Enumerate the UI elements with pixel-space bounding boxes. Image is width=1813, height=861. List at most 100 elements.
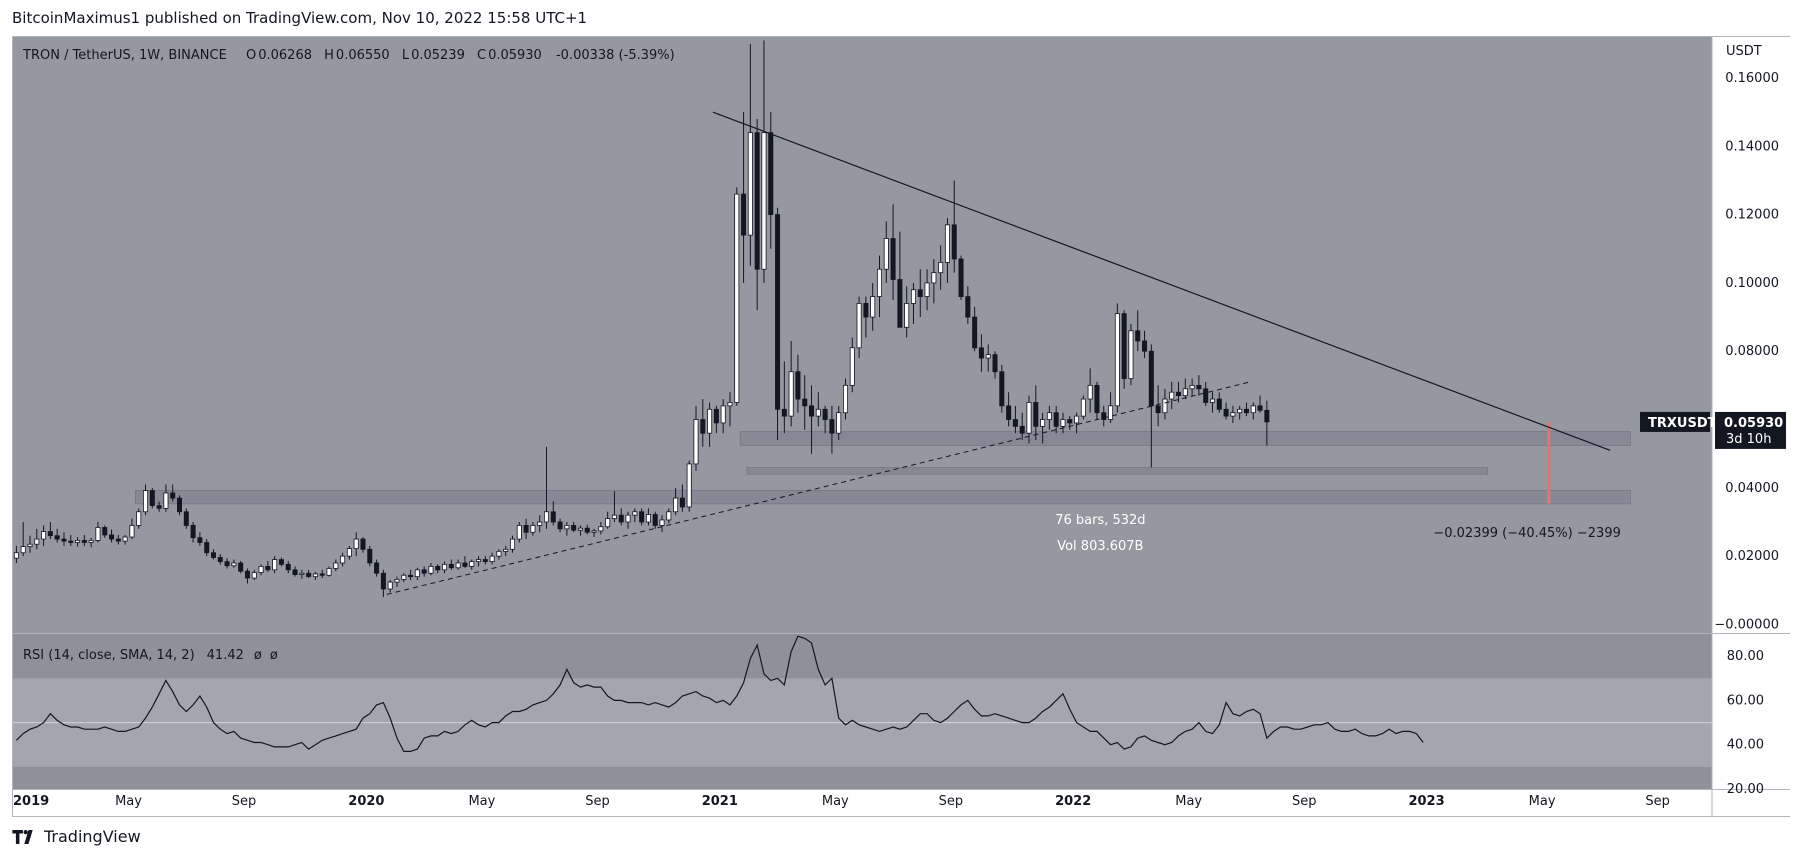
candle-body: [1148, 350, 1154, 407]
candle-body: [775, 214, 781, 410]
candle-body: [1162, 398, 1168, 414]
candle-body: [455, 562, 461, 569]
candle-body: [577, 527, 583, 531]
candle-body: [1243, 408, 1249, 414]
candle-body: [876, 268, 882, 297]
candle-body: [312, 573, 318, 578]
candle-body: [462, 562, 468, 567]
measure-change-text: −0.02399 (−40.45%) −2399: [1433, 526, 1621, 541]
time-tick-label: 2022: [1055, 794, 1091, 809]
time-tick-label: Sep: [1645, 794, 1670, 809]
candle-body: [1026, 402, 1032, 434]
candle-body: [102, 527, 108, 536]
time-tick-label: 2023: [1408, 794, 1444, 809]
rsi-legend: RSI (14, close, SMA, 14, 2) 41.42 ø ø: [23, 648, 278, 663]
candle-body: [1060, 419, 1066, 427]
candle-body: [272, 559, 278, 571]
candle-body: [1074, 415, 1080, 424]
candle-body: [299, 572, 305, 575]
candle-body: [625, 514, 631, 523]
candle-body: [713, 408, 719, 424]
candle-body: [557, 521, 563, 530]
candle-body: [163, 492, 169, 509]
candle-body: [652, 514, 658, 526]
symbol-line: TRON / TetherUS, 1W, BINANCE: [22, 48, 227, 63]
candle-body: [1182, 388, 1188, 397]
candle-body: [1046, 412, 1052, 420]
candle-body: [353, 538, 359, 550]
price-tick-label: 0.12000: [1725, 208, 1779, 223]
candle-body: [931, 272, 937, 284]
candle-body: [1169, 391, 1175, 400]
candle-body: [489, 555, 495, 563]
candle-body: [1135, 330, 1141, 342]
candle-body: [972, 316, 978, 349]
candle-body: [673, 497, 679, 513]
candle-body: [639, 511, 645, 523]
publisher-line: BitcoinMaximus1 published on TradingView…: [12, 9, 588, 27]
candle-body: [904, 303, 910, 328]
candle-body: [1040, 419, 1046, 427]
price-tick-label: −0.00000: [1714, 617, 1779, 632]
candle-body: [68, 540, 74, 543]
candle-body: [788, 371, 794, 417]
candle-body: [1006, 405, 1012, 420]
candle-body: [170, 492, 176, 499]
support-zone-2: [135, 489, 1631, 505]
candle-body: [1230, 412, 1236, 417]
candle-body: [34, 538, 40, 545]
candle-body: [496, 550, 502, 557]
candle-body: [781, 408, 787, 417]
candle-body: [978, 347, 984, 359]
time-tick-label: 2020: [348, 794, 384, 809]
candle-body: [469, 561, 475, 567]
candle-body: [231, 562, 237, 567]
trendlines: [386, 111, 1611, 595]
candle-body: [346, 548, 352, 557]
candle-body: [428, 565, 434, 574]
candle-body: [122, 536, 128, 542]
time-tick-label: May: [468, 794, 495, 809]
candle-body: [183, 511, 189, 526]
candle-body: [537, 521, 543, 526]
candle-body: [611, 514, 617, 519]
candle-body: [659, 519, 665, 526]
candle-body: [285, 563, 291, 571]
candle-body: [843, 384, 849, 414]
time-tick-label: May: [822, 794, 849, 809]
candle-body: [700, 419, 706, 434]
price-tick-label: 0.08000: [1725, 344, 1779, 359]
candle-body: [197, 537, 203, 543]
candle-body: [965, 296, 971, 318]
candle-body: [1176, 391, 1182, 397]
candle-body: [944, 224, 950, 263]
time-tick-label: Sep: [232, 794, 257, 809]
candle-body: [1155, 405, 1161, 414]
price-tick-label: 0.16000: [1725, 71, 1779, 86]
candle-body: [761, 132, 767, 270]
time-tick-label: May: [1175, 794, 1202, 809]
candle-body: [530, 525, 536, 533]
price-tag-text: 0.05930: [1724, 416, 1783, 431]
time-tick-label: Sep: [939, 794, 964, 809]
candle-body: [917, 289, 923, 297]
candle-body: [224, 561, 230, 567]
candle-body: [149, 490, 155, 507]
candle-body: [292, 569, 298, 575]
candle-body: [605, 518, 611, 528]
rsi-tick-label: 60.00: [1727, 693, 1764, 708]
candle-body: [890, 238, 896, 280]
l-label: L: [402, 48, 410, 63]
candle-body: [509, 538, 516, 550]
candle-body: [863, 303, 869, 318]
time-tick-label: 2021: [702, 794, 738, 809]
candle-body: [591, 530, 597, 533]
candle-body: [679, 497, 685, 508]
candle-body: [394, 578, 400, 583]
l-value: 0.05239: [411, 48, 465, 63]
last-price-tag: TRXUSDT 0.05930 3d 10h: [1640, 411, 1786, 449]
rsi-legend-label: RSI (14, close, SMA, 14, 2): [23, 648, 195, 663]
candle-body: [238, 562, 244, 572]
